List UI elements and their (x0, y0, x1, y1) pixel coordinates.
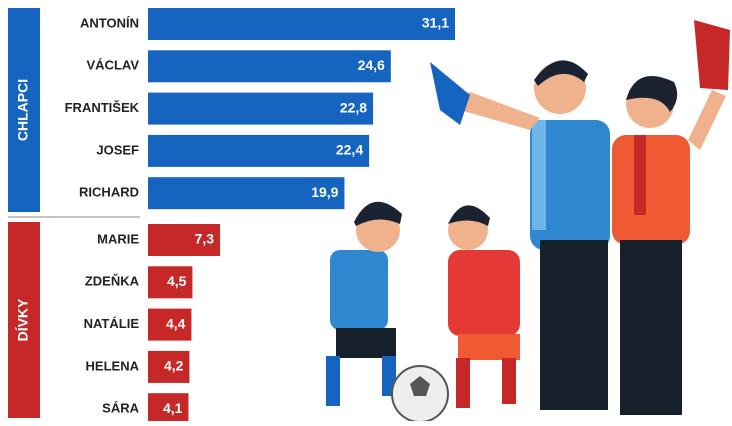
category-label: ANTONÍN (80, 15, 139, 30)
group-label: CHLAPCI (15, 79, 31, 141)
category-label: FRANTIŠEK (65, 100, 140, 115)
value-label: 4,2 (164, 358, 184, 374)
value-label: 4,5 (167, 273, 187, 289)
value-label: 24,6 (358, 57, 385, 73)
category-label: MARIE (97, 231, 139, 246)
category-label: VÁCLAV (87, 58, 140, 73)
value-label: 31,1 (422, 15, 449, 31)
category-label: NATÁLIE (84, 316, 140, 331)
category-label: HELENA (86, 358, 140, 373)
value-label: 19,9 (311, 184, 338, 200)
value-label: 7,3 (195, 231, 215, 247)
value-label: 22,8 (340, 99, 367, 115)
bar (148, 8, 455, 40)
value-label: 4,1 (163, 400, 183, 416)
group-label: DÍVKY (15, 298, 31, 341)
category-label: RICHARD (79, 185, 139, 200)
value-label: 22,4 (336, 142, 363, 158)
value-label: 4,4 (166, 315, 186, 331)
chart: CHLAPCI ANTONÍN 31,1 VÁCLAV 24,6 FRANTIŠEK 22,… (0, 0, 732, 421)
category-label: SÁRA (102, 401, 139, 416)
category-label: JOSEF (96, 142, 139, 157)
category-label: ZDEŇKA (85, 274, 140, 289)
bar (148, 50, 391, 82)
